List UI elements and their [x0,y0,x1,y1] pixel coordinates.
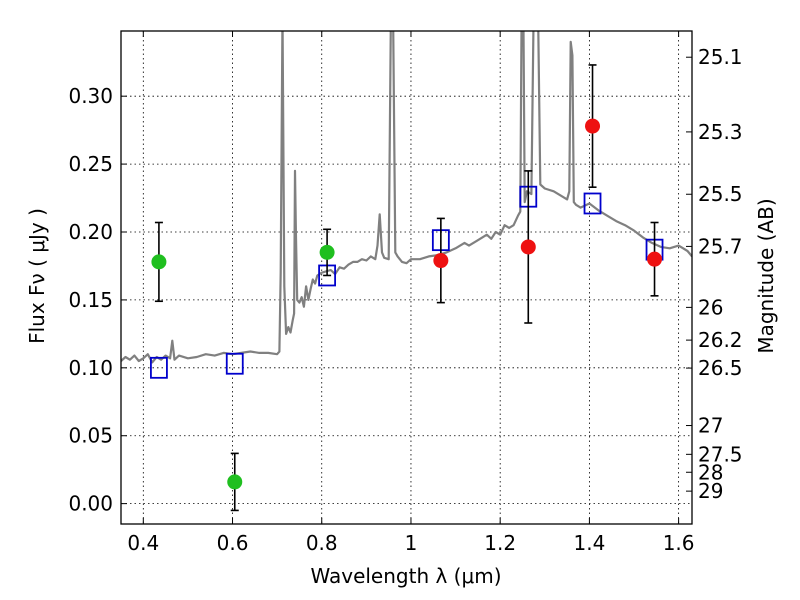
y-tick-label: 0.15 [68,288,113,312]
right-tick-label: 26 [698,295,723,319]
right-tick-label: 27 [698,414,723,438]
model-photometry-point [583,192,602,215]
y-tick-label: 0.10 [68,356,113,380]
y-tick-label: 0.05 [68,424,113,448]
right-tick-label: 25.7 [698,234,743,258]
x-tick-label: 0.4 [127,531,159,555]
y-tick-label: 0.25 [68,152,113,176]
x-axis-label: Wavelength λ (μm) [310,564,501,588]
plot-area [121,31,692,512]
observed-point-red [520,239,536,255]
observed-point-red [433,253,449,269]
x-tick-label: 1.4 [573,531,605,555]
y-tick-label: 0.00 [68,492,113,516]
y-tick-label: 0.20 [68,220,113,244]
x-tick-label: 0.8 [306,531,338,555]
plot-frame [120,30,693,525]
right-axis-label: Magnitude (AB) [754,198,778,353]
observed-point-green [319,244,335,260]
y-axis-label: Flux Fν ( μJy ) [25,208,49,344]
x-tick-label: 0.6 [217,531,249,555]
x-tick-label: 1.6 [663,531,695,555]
observed-point-green [151,254,167,270]
right-tick-label: 26.5 [698,356,743,380]
grid-lines [121,31,692,524]
right-tick-label: 25.3 [698,120,743,144]
observed-point-green [227,474,243,490]
model-photometry-point [150,356,168,379]
right-tick-label: 25.1 [698,45,743,69]
observed-point-red [647,251,663,267]
right-tick-label: 28 [698,460,723,484]
axis-ticks: 0.4 0.6 0.8 1 1.2 1.4 1.6 0.00 0.05 0.10 0.15 0.20 0… [68,31,743,555]
model-spectrum-line [121,31,692,364]
y-tick-label: 0.30 [68,84,113,108]
right-tick-label: 26.2 [698,328,743,352]
x-tick-label: 1.2 [484,531,516,555]
observed-point-red [585,118,601,134]
right-tick-label: 27.5 [698,442,743,466]
right-tick-label: 25.5 [698,182,743,206]
x-tick-label: 1 [405,531,418,555]
right-tick-label: 29 [698,479,723,503]
model-photometry-point [225,352,244,375]
